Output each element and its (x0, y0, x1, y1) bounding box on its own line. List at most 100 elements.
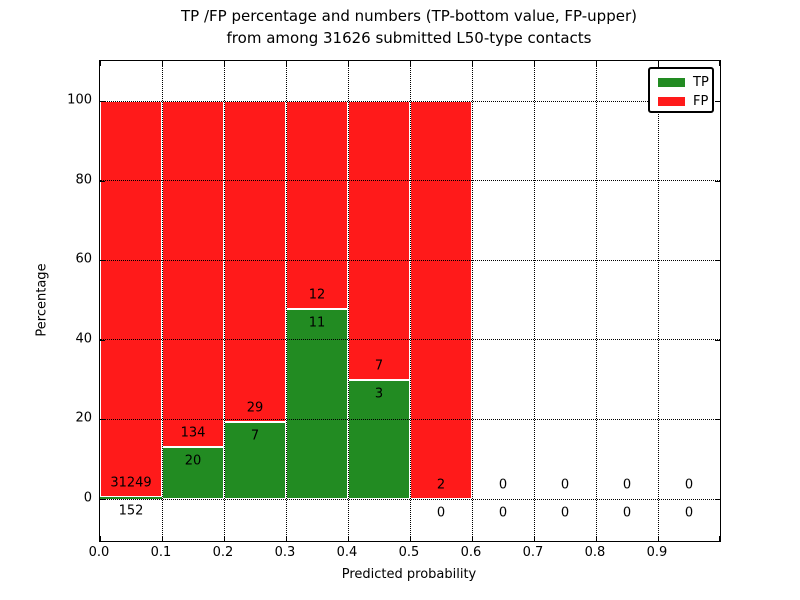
tp-legend-swatch (658, 78, 685, 87)
y-tick-mark (715, 180, 720, 182)
x-tick-label: 0.2 (212, 545, 234, 560)
horizontal-gridline (100, 498, 720, 500)
tp-count-label: 0 (436, 505, 446, 521)
fp-count-label: 7 (374, 358, 384, 374)
y-tick-label: 100 (67, 92, 92, 108)
fp-legend-label: FP (693, 94, 709, 109)
x-tick-label: 0.0 (88, 545, 110, 560)
horizontal-gridline (100, 259, 720, 261)
fp-bar-segment (348, 101, 410, 380)
fp-legend-swatch (658, 97, 685, 106)
vertical-gridline (409, 61, 411, 541)
x-tick-mark (224, 536, 225, 541)
plot-area: 31249 152 134 20 29 7 12 11 7 3 2 0 0 0 0 0 0 0 0 0 TP FP (99, 60, 721, 542)
tp-bar-segment (348, 379, 410, 499)
y-tick-label: 80 (75, 172, 92, 188)
x-tick-label: 0.7 (522, 545, 544, 560)
tp-count-label: 0 (684, 505, 694, 521)
vertical-gridline (471, 61, 473, 541)
tp-count-label: 3 (374, 386, 384, 402)
x-tick-mark (596, 536, 597, 541)
y-tick-mark (100, 180, 105, 182)
tp-bar-segment (224, 421, 286, 499)
x-tick-mark (348, 536, 349, 541)
fp-count-label: 0 (560, 477, 570, 493)
y-tick-mark (100, 260, 105, 262)
fp-count-label: 12 (308, 287, 326, 303)
horizontal-gridline (100, 339, 720, 341)
x-tick-mark (596, 61, 597, 66)
chart-title-line2: from among 31626 submitted L50-type cont… (226, 29, 592, 47)
x-tick-mark (719, 536, 720, 541)
x-tick-mark (162, 536, 163, 541)
y-tick-mark (715, 419, 720, 421)
x-tick-mark (100, 61, 101, 66)
y-tick-mark (715, 499, 720, 500)
fp-count-label: 0 (684, 477, 694, 493)
x-tick-mark (100, 536, 101, 541)
tp-count-label: 0 (560, 505, 570, 521)
x-tick-label: 0.4 (336, 545, 358, 560)
ticks-layer (100, 61, 720, 541)
x-tick-mark (286, 61, 287, 66)
tp-legend-label: TP (693, 75, 709, 90)
legend-item-tp: TP (658, 73, 712, 92)
fp-count-label: 0 (622, 477, 632, 493)
horizontal-gridline (100, 180, 720, 182)
y-tick-label: 0 (83, 490, 92, 506)
x-tick-label: 0.8 (584, 545, 606, 560)
y-tick-mark (100, 419, 105, 421)
vertical-gridline (657, 61, 659, 541)
x-tick-mark (658, 536, 659, 541)
fp-bar-segment (162, 101, 224, 448)
grid-layer (100, 61, 720, 541)
tp-count-label: 0 (498, 505, 508, 521)
x-tick-mark (348, 61, 349, 66)
tp-count-label: 20 (184, 453, 202, 469)
vertical-gridline (347, 61, 349, 541)
x-tick-mark (472, 536, 473, 541)
horizontal-gridline (100, 100, 720, 102)
fp-bar-segment (286, 101, 348, 309)
y-tick-mark (715, 339, 720, 341)
x-tick-label: 0.5 (398, 545, 420, 560)
tp-count-label: 152 (118, 503, 144, 519)
horizontal-gridline (100, 418, 720, 420)
y-tick-mark (100, 499, 105, 500)
vertical-gridline (533, 61, 535, 541)
x-tick-mark (286, 536, 287, 541)
vertical-gridline (595, 61, 597, 541)
x-tick-label: 0.9 (646, 545, 668, 560)
fp-bar-segment (224, 101, 286, 422)
fp-count-label: 31249 (110, 475, 152, 491)
x-tick-mark (410, 536, 411, 541)
x-tick-mark (534, 536, 535, 541)
tp-count-label: 11 (308, 315, 326, 331)
tp-count-label: 0 (622, 505, 632, 521)
x-tick-label: 0.1 (150, 545, 172, 560)
x-tick-mark (658, 61, 659, 66)
fp-count-label: 0 (498, 477, 508, 493)
x-tick-mark (534, 61, 535, 66)
fp-count-label: 134 (180, 425, 206, 441)
annotations-layer: 31249 152 134 20 29 7 12 11 7 3 2 0 0 0 0 0 0 0 0 0 (100, 61, 720, 541)
tp-bar-segment (162, 447, 224, 499)
y-axis-label: Percentage (34, 263, 50, 337)
x-tick-mark (224, 61, 225, 66)
y-tick-mark (715, 101, 720, 102)
bars-layer (100, 61, 720, 541)
x-tick-label: 0.3 (274, 545, 296, 560)
fp-bar-segment (410, 101, 472, 499)
legend-box: TP FP (648, 67, 714, 113)
legend-item-fp: FP (658, 92, 712, 111)
y-tick-mark (715, 260, 720, 262)
fp-bar-segment (100, 101, 162, 498)
x-axis-label: Predicted probability (341, 567, 477, 582)
x-tick-mark (719, 61, 720, 66)
fp-count-label: 2 (436, 477, 446, 493)
x-tick-mark (162, 61, 163, 66)
chart-title-line1: TP /FP percentage and numbers (TP-bottom… (181, 7, 637, 25)
y-tick-mark (100, 339, 105, 341)
chart-title: TP /FP percentage and numbers (TP-bottom… (99, 5, 719, 49)
tp-count-label: 7 (250, 428, 260, 444)
